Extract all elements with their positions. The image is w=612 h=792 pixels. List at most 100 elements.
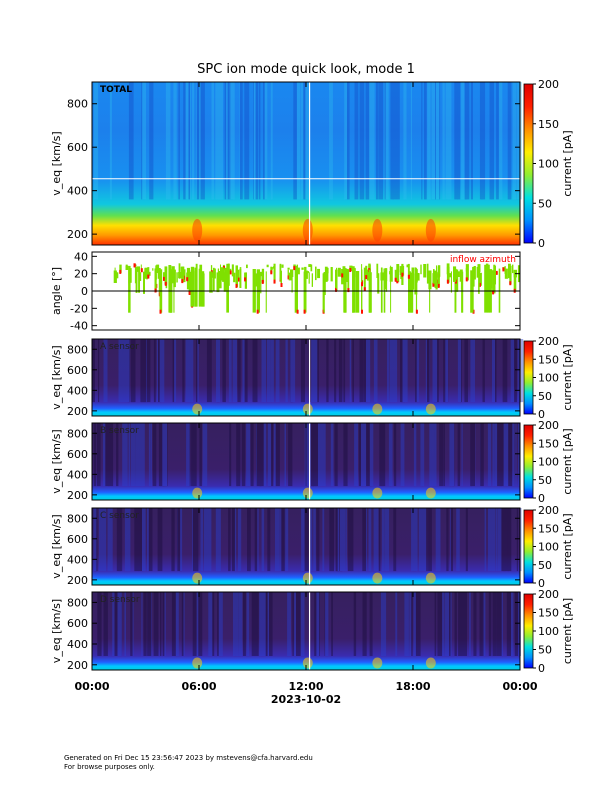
inflow-azimuth-bar-red (365, 275, 368, 280)
spectrogram-streak (452, 423, 455, 487)
spectrogram-enhancement (302, 403, 313, 415)
inflow-azimuth-bar (231, 264, 234, 277)
spectrogram-streak (124, 592, 126, 656)
inflow-azimuth-bar (428, 270, 432, 290)
inflow-azimuth-bar (355, 271, 360, 313)
spectrogram-streak (229, 423, 232, 487)
inflow-azimuth-bar (317, 268, 320, 279)
spectrogram-enhancement (372, 487, 383, 499)
inflow-azimuth-bar-red (238, 277, 240, 282)
spectrogram-streak (302, 508, 305, 572)
inflow-azimuth-bar (454, 273, 457, 313)
spectrogram-streak (378, 508, 381, 572)
spectrogram-streak (431, 82, 436, 200)
spectrogram-streak (300, 339, 305, 403)
spectrogram-streak (243, 339, 248, 403)
spectrogram-streak (458, 592, 463, 656)
y-tick-label: 40 (74, 250, 88, 263)
spectrogram-streak (479, 82, 484, 200)
spectrogram-streak (215, 508, 218, 572)
spectrogram-streak (189, 423, 191, 487)
x-tick-label: 00:00 (502, 680, 537, 693)
spectrogram-streak (118, 508, 122, 572)
spectrogram-streak (134, 508, 140, 572)
spectrogram-streak (126, 508, 131, 572)
spectrogram-streak (446, 339, 448, 403)
inflow-azimuth-bar (220, 264, 221, 287)
inflow-azimuth-bar (143, 271, 145, 294)
spectrogram-streak (107, 508, 112, 572)
spectrogram-streak (159, 339, 164, 403)
spectrogram-streak (442, 82, 445, 200)
spectrogram-streak (262, 592, 267, 656)
spectrogram-streak (497, 508, 502, 572)
spectrogram-streak (94, 82, 97, 200)
spectrogram-streak (297, 592, 302, 656)
y-axis-label: v_eq [km/s] (50, 345, 63, 409)
inflow-azimuth-bar (235, 265, 238, 287)
spectrogram-streaks (93, 82, 522, 200)
inflow-azimuth-bar (266, 264, 269, 268)
inflow-azimuth-bar (134, 267, 137, 284)
inflow-azimuth-bar (280, 270, 282, 286)
spectrogram-streak (502, 339, 504, 403)
spectrogram-streak (171, 508, 175, 572)
spectrogram-enhancement (192, 487, 203, 499)
spectrogram-streak (316, 508, 320, 572)
colorbar-label: current [pA] (561, 344, 574, 410)
spectrogram-streak (103, 339, 107, 403)
spectrogram-streak (186, 423, 190, 487)
spectrogram-streak (343, 423, 348, 487)
spectrogram-streak (248, 508, 251, 572)
spectrogram-streak (401, 339, 405, 403)
inflow-azimuth-bar (336, 267, 338, 289)
spectrogram-streak (494, 423, 498, 487)
inflow-azimuth-bar (478, 272, 482, 286)
spectrogram-streak (228, 339, 232, 403)
inflow-azimuth-bar (376, 263, 379, 278)
inflow-azimuth-bar (478, 271, 480, 294)
spectrogram-streak (238, 508, 242, 572)
inflow-azimuth-bar (417, 273, 420, 281)
spectrogram-streak (415, 592, 421, 656)
spectrogram-streak (236, 423, 239, 487)
panel-inflow-azimuth: inflow azimuth -40 -20 0 20 40 angle [°] (50, 250, 521, 333)
spectrogram-streak (92, 339, 95, 403)
colorbar-tick-label: 100 (538, 456, 559, 469)
spectrogram-streak (126, 339, 131, 403)
spectrogram-streak (241, 423, 246, 487)
inflow-azimuth-bar (504, 268, 508, 279)
spectrogram-streak (429, 423, 434, 487)
spectrogram-streak (480, 423, 482, 487)
spectrogram-streak (233, 592, 236, 656)
spectrogram-streak (373, 508, 377, 572)
spectrogram-streak (365, 82, 370, 200)
inflow-azimuth-bar (411, 273, 414, 313)
spectrogram-streak (425, 339, 430, 403)
inflow-azimuth-bar (473, 266, 476, 280)
spectrogram-streak (512, 423, 515, 487)
inflow-azimuth-bar (407, 263, 410, 278)
inflow-azimuth-bar-red (147, 274, 150, 279)
inflow-azimuth-bar (435, 272, 438, 290)
spectrogram-streak (296, 592, 301, 656)
spectrogram-enhancement (372, 572, 383, 584)
inflow-azimuth-bar (287, 267, 290, 270)
spectrogram-streak (428, 508, 432, 572)
spectrogram-streak (511, 423, 513, 487)
inflow-azimuth-bar (260, 272, 262, 294)
spectrogram-streak (472, 339, 474, 403)
spectrogram-streak (435, 508, 441, 572)
spectrogram-streak (382, 592, 387, 656)
spectrogram-streak (196, 339, 198, 403)
spectrogram-streak (228, 508, 231, 572)
spectrogram-streak (234, 592, 239, 656)
y-tick-label: 800 (67, 596, 88, 609)
colorbar-tick-label: 50 (538, 474, 552, 487)
spectrogram-streak (192, 508, 198, 572)
spectrogram-streak (303, 82, 305, 200)
spectrogram-streak (171, 592, 175, 656)
spectrogram-streak (118, 339, 123, 403)
spectrogram-streak (288, 423, 293, 487)
spectrogram-streak (512, 82, 517, 200)
